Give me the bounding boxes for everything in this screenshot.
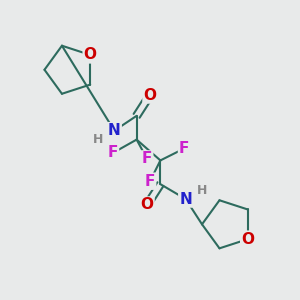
Text: F: F — [145, 174, 155, 189]
Text: F: F — [108, 146, 118, 160]
Text: O: O — [241, 232, 254, 247]
Text: H: H — [197, 184, 207, 196]
Text: O: O — [84, 47, 97, 62]
Text: O: O — [140, 197, 154, 212]
Text: H: H — [93, 133, 103, 146]
Text: N: N — [108, 123, 121, 138]
Text: N: N — [179, 191, 192, 206]
Text: F: F — [179, 141, 189, 156]
Text: O: O — [143, 88, 157, 103]
Text: F: F — [142, 152, 152, 166]
